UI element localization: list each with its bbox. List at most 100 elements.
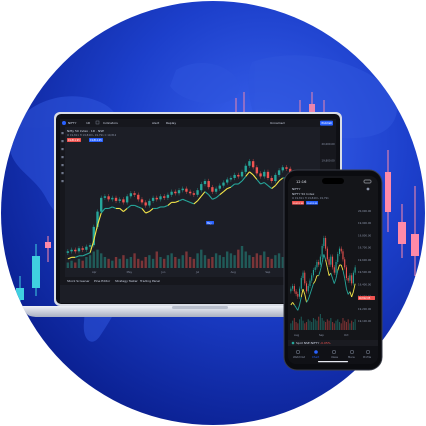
laptop-volume-bar [122, 255, 124, 268]
bg-candle [16, 288, 24, 300]
laptop-volume-bar [148, 255, 150, 268]
laptop-volume-bar [200, 250, 202, 268]
phone-symbol[interactable]: NIFTY [292, 187, 301, 191]
phone-volume-bar [301, 317, 302, 330]
laptop-candle [174, 192, 176, 194]
laptop-candle [222, 183, 224, 186]
laptop-candle [163, 196, 165, 198]
phone-sell-price: 19,811.95 [293, 203, 304, 205]
laptop-volume-bar [144, 257, 146, 268]
phone-volume-bar [341, 323, 342, 330]
phone-candle [342, 251, 343, 259]
phone-volume-bar [302, 321, 303, 330]
phone-time-tick: Oct [344, 333, 349, 337]
laptop-candle [137, 195, 139, 200]
laptop-volume-bar [237, 250, 239, 268]
laptop-candle [259, 173, 261, 176]
laptop-candle [211, 187, 213, 192]
laptop-candle [200, 184, 202, 190]
tab-strategy-tester[interactable]: Strategy Tester [115, 279, 139, 283]
laptop-candle [167, 195, 169, 198]
phone-price-tick: 19,100.00 [358, 319, 372, 323]
laptop-volume-bar [245, 252, 247, 269]
laptop-volume-bar [133, 253, 135, 268]
laptop-volume-bar [152, 259, 154, 268]
phone-legend-values: O 19,811 H 19,849 L 19,791 [292, 196, 329, 200]
phone-candle [313, 270, 314, 275]
phone-volume-bar [304, 323, 305, 330]
laptop-toolbar-indicators[interactable]: Indicators [103, 121, 118, 125]
laptop-volume-bar [207, 259, 209, 268]
phone-volume-bar [348, 319, 349, 330]
phone-candle [351, 275, 352, 283]
phone-ticker-change: -0.05% [320, 341, 331, 345]
laptop-candle [207, 181, 209, 187]
phone-volume-bar [329, 321, 330, 330]
phone-search-icon[interactable] [367, 188, 370, 191]
laptop-toolbar-replay[interactable]: Replay [166, 121, 176, 125]
laptop-volume-bar [256, 253, 258, 268]
measure-icon[interactable] [61, 172, 63, 174]
phone-candle [311, 275, 312, 280]
phone-current-price: 19,812.05 [359, 297, 371, 300]
laptop-workspace[interactable]: Unnamed [270, 121, 285, 125]
laptop-volume-bar [100, 253, 102, 268]
fib-icon[interactable] [61, 148, 63, 150]
phone-candle [290, 289, 291, 292]
tab-stock-screener[interactable]: Stock Screener [67, 279, 90, 283]
tab-trading-panel[interactable]: Trading Panel [139, 279, 160, 283]
laptop-volume-bar [119, 259, 121, 268]
laptop-time-tick: Sep [265, 270, 270, 274]
phone-volume-bar [318, 317, 319, 330]
laptop-candle [107, 196, 109, 199]
laptop-candle [263, 172, 265, 177]
phone-candle [332, 257, 333, 268]
laptop-candle [159, 196, 161, 199]
phone-candle [329, 259, 330, 264]
phone-candle [353, 273, 354, 284]
laptop-candle [119, 199, 121, 201]
phone-volume-bar [290, 323, 291, 330]
text-icon[interactable] [61, 164, 63, 166]
laptop-candle [70, 250, 72, 252]
laptop-volume-bar [70, 261, 72, 268]
tab-pine-editor[interactable]: Pine Editor [94, 279, 111, 283]
phone-volume-bar [335, 321, 336, 330]
phone-volume-bar [309, 321, 310, 330]
laptop-candle [122, 199, 124, 202]
bg-candle [398, 222, 406, 244]
trendline-icon[interactable] [61, 140, 63, 142]
laptop-symbol[interactable]: NIFTY [68, 121, 77, 125]
laptop-volume-bar [167, 255, 169, 268]
laptop-volume-bar [226, 252, 228, 269]
laptop-candle [178, 190, 180, 193]
phone-candle [318, 262, 319, 265]
laptop-candle [185, 189, 187, 192]
phone-candle [339, 249, 340, 254]
laptop-candle [189, 192, 191, 194]
phone-candle [302, 273, 303, 278]
phone-candle [344, 259, 345, 267]
laptop-volume-bar [182, 255, 184, 268]
phone-candle [299, 289, 300, 297]
phone-price-tick: 19,200.00 [358, 307, 372, 311]
laptop-interval[interactable]: 1D [86, 121, 91, 125]
phone-candle [316, 262, 317, 267]
zoom-icon[interactable] [61, 180, 63, 182]
laptop-volume-bar [241, 246, 243, 268]
phone-buy-price: 19,812.05 [307, 203, 318, 205]
phone-candle [349, 275, 350, 280]
phone-volume-bar [299, 319, 300, 330]
brush-icon[interactable] [61, 156, 63, 158]
phone-volume-bar [294, 318, 295, 330]
nav-chart-icon[interactable] [314, 350, 318, 354]
laptop-volume-bar [137, 259, 139, 268]
crosshair-icon[interactable] [61, 132, 63, 134]
nav-profile-label: Profile [363, 355, 371, 359]
laptop-candle [252, 161, 254, 167]
laptop-candle [89, 245, 91, 247]
laptop-toolbar-alert[interactable]: Alert [152, 121, 160, 125]
laptop-volume-bar [115, 257, 117, 268]
laptop-volume-bar [89, 255, 91, 268]
phone-candle [306, 283, 307, 291]
